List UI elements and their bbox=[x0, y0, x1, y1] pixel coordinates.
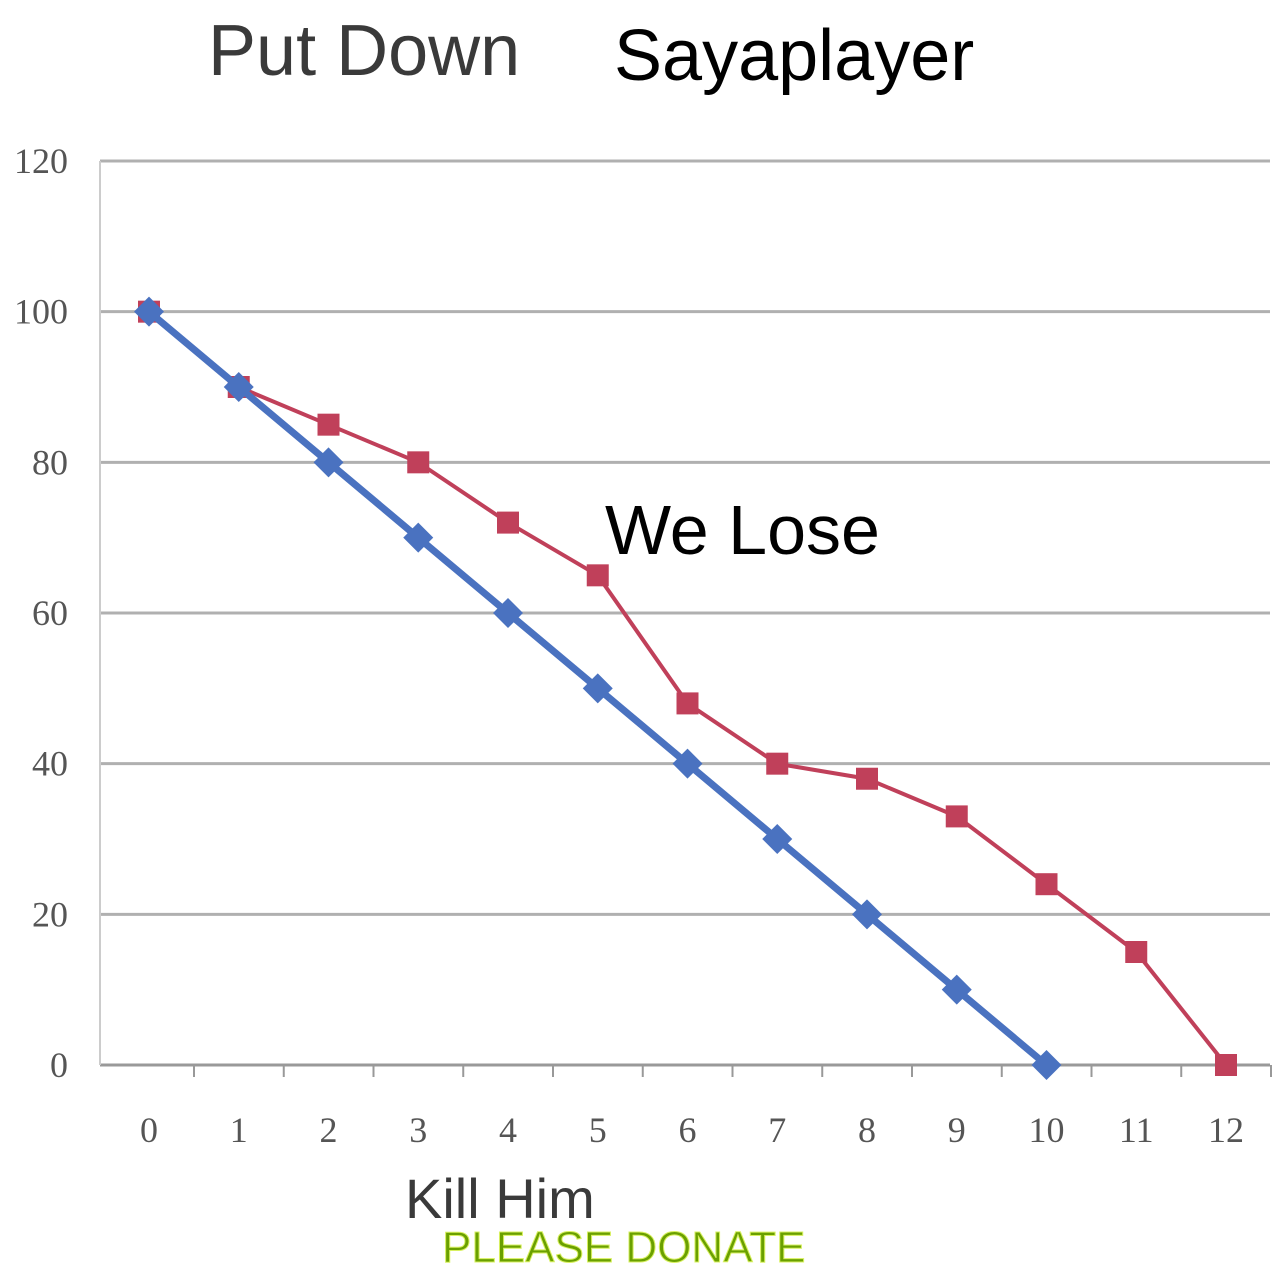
data-point-diamond bbox=[223, 372, 254, 402]
series-group bbox=[134, 296, 1237, 1080]
x-tick-label: 2 bbox=[320, 1110, 338, 1150]
data-point-square bbox=[497, 511, 519, 534]
chart-title-part1: Put Down bbox=[208, 11, 520, 91]
data-point-diamond bbox=[852, 899, 882, 930]
y-tick-label: 120 bbox=[14, 141, 68, 181]
x-tick-label: 6 bbox=[679, 1110, 697, 1150]
data-point-diamond bbox=[1031, 1050, 1062, 1080]
data-point-diamond bbox=[403, 522, 434, 553]
data-point-diamond bbox=[493, 598, 523, 628]
footer-please-donate: PLEASE DONATE bbox=[442, 1223, 806, 1272]
data-point-square bbox=[1035, 873, 1058, 896]
series-line-square bbox=[147, 310, 1228, 1067]
data-point-square bbox=[407, 451, 430, 474]
grid-lines bbox=[99, 159, 1270, 1067]
data-point-diamond bbox=[313, 447, 344, 478]
y-tick-label: 40 bbox=[32, 744, 68, 784]
y-tick-label: 0 bbox=[50, 1045, 68, 1085]
data-point-square bbox=[945, 805, 968, 828]
x-tick-label: 7 bbox=[768, 1110, 786, 1150]
y-tick-label: 80 bbox=[32, 442, 68, 482]
x-tick-label: 4 bbox=[499, 1110, 517, 1150]
x-tick-label: 12 bbox=[1208, 1110, 1244, 1150]
x-tick-label: 10 bbox=[1029, 1110, 1065, 1150]
data-point-diamond bbox=[941, 974, 972, 1005]
x-tick-label: 9 bbox=[948, 1110, 966, 1150]
x-tick-label: 11 bbox=[1119, 1110, 1154, 1150]
data-point-diamond bbox=[762, 824, 793, 854]
data-point-square bbox=[586, 564, 609, 587]
chart-title-part2: Sayaplayer bbox=[614, 16, 974, 96]
data-point-diamond bbox=[582, 673, 613, 704]
y-axis-ticks: 0 20 40 60 80 100 120 bbox=[14, 141, 68, 1085]
data-point-square bbox=[856, 767, 878, 790]
y-tick-label: 60 bbox=[32, 593, 68, 633]
x-tick-label: 3 bbox=[409, 1110, 427, 1150]
y-tick-label: 20 bbox=[32, 894, 68, 934]
x-tick-label: 1 bbox=[230, 1110, 248, 1150]
data-point-diamond bbox=[672, 748, 703, 779]
data-point-square bbox=[317, 413, 340, 436]
x-tick-label: 8 bbox=[858, 1110, 876, 1150]
x-axis-ticks: 0 1 2 3 4 5 6 7 8 9 10 11 12 bbox=[140, 1065, 1272, 1150]
data-point-square bbox=[676, 692, 699, 715]
annotation-we-lose: We Lose bbox=[605, 491, 880, 569]
data-point-square bbox=[1215, 1054, 1237, 1076]
data-point-diamond bbox=[134, 296, 164, 327]
y-tick-label: 100 bbox=[14, 292, 68, 332]
data-point-square bbox=[1125, 941, 1148, 963]
x-tick-label: 5 bbox=[589, 1110, 607, 1150]
x-axis-label: Kill Him bbox=[405, 1167, 595, 1230]
x-tick-label: 0 bbox=[140, 1110, 158, 1150]
data-point-square bbox=[766, 752, 789, 775]
